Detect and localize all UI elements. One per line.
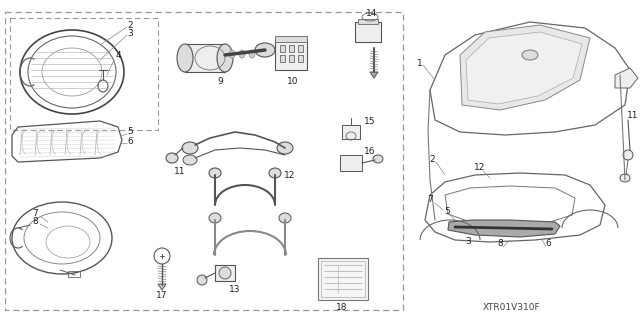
Polygon shape (158, 284, 166, 290)
Polygon shape (275, 36, 307, 42)
Text: 2: 2 (127, 20, 133, 29)
Ellipse shape (177, 44, 193, 72)
Polygon shape (318, 258, 368, 300)
Polygon shape (460, 25, 590, 110)
Text: 2: 2 (429, 155, 435, 165)
Ellipse shape (229, 50, 235, 58)
Ellipse shape (373, 155, 383, 163)
Polygon shape (280, 55, 285, 62)
Ellipse shape (183, 155, 197, 165)
Ellipse shape (166, 153, 178, 163)
Text: 1: 1 (417, 58, 423, 68)
Text: 3: 3 (465, 238, 471, 247)
Ellipse shape (277, 142, 293, 154)
Ellipse shape (209, 168, 221, 178)
Text: 3: 3 (127, 28, 133, 38)
Text: 18: 18 (336, 303, 348, 313)
Polygon shape (342, 125, 360, 139)
Ellipse shape (182, 142, 198, 154)
Text: 12: 12 (284, 170, 296, 180)
Text: 9: 9 (217, 78, 223, 86)
Text: 4: 4 (115, 50, 121, 60)
Text: 6: 6 (545, 239, 551, 248)
Polygon shape (298, 55, 303, 62)
Text: 16: 16 (364, 147, 376, 157)
Text: 12: 12 (474, 164, 486, 173)
Ellipse shape (249, 50, 255, 58)
Polygon shape (215, 265, 235, 281)
Text: 11: 11 (627, 110, 638, 120)
Ellipse shape (197, 275, 207, 285)
Ellipse shape (279, 213, 291, 223)
Polygon shape (340, 155, 362, 171)
Ellipse shape (239, 50, 245, 58)
Ellipse shape (522, 50, 538, 60)
Text: XTR01V310F: XTR01V310F (483, 303, 541, 313)
Text: 6: 6 (127, 137, 133, 145)
Polygon shape (289, 55, 294, 62)
Ellipse shape (217, 44, 233, 72)
Polygon shape (289, 45, 294, 52)
Ellipse shape (209, 213, 221, 223)
Text: 13: 13 (229, 286, 241, 294)
Polygon shape (466, 32, 582, 104)
Polygon shape (370, 72, 378, 78)
Polygon shape (615, 68, 638, 88)
Ellipse shape (269, 168, 281, 178)
Text: 8: 8 (32, 218, 38, 226)
Ellipse shape (623, 150, 633, 160)
Polygon shape (280, 45, 285, 52)
Ellipse shape (255, 43, 275, 57)
Text: 15: 15 (364, 117, 376, 127)
Text: 5: 5 (444, 207, 450, 217)
Text: 14: 14 (366, 10, 378, 19)
Polygon shape (448, 220, 560, 237)
Text: 5: 5 (127, 128, 133, 137)
Text: 8: 8 (497, 240, 503, 249)
Polygon shape (275, 40, 307, 70)
Text: 17: 17 (156, 292, 168, 300)
Text: 10: 10 (287, 78, 299, 86)
Polygon shape (298, 45, 303, 52)
Text: 7: 7 (32, 209, 38, 218)
Ellipse shape (219, 267, 231, 279)
Polygon shape (355, 22, 381, 42)
Ellipse shape (620, 174, 630, 182)
Polygon shape (358, 19, 378, 24)
Text: 11: 11 (174, 167, 186, 176)
Text: 7: 7 (427, 196, 433, 204)
Polygon shape (185, 44, 225, 72)
